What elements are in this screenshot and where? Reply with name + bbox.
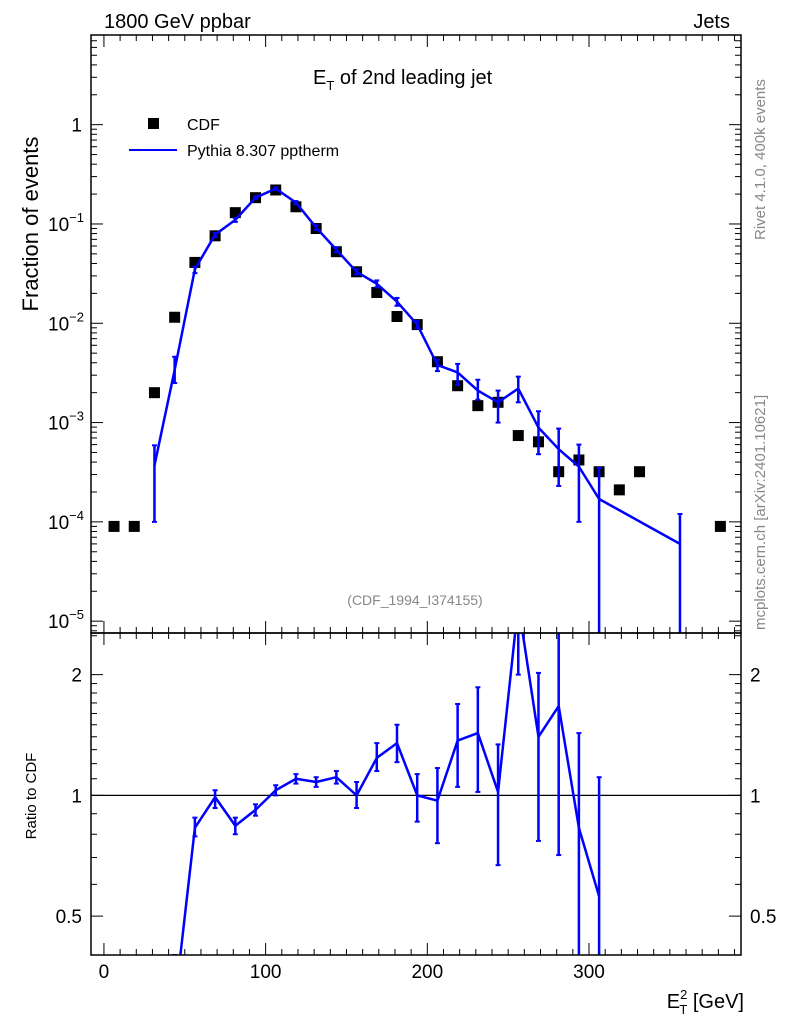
cdf-data-point xyxy=(148,387,160,399)
y-axis-label: Fraction of events xyxy=(18,137,43,312)
x-axis-label: E2 T [GeV] xyxy=(667,987,744,1017)
header-right: Jets xyxy=(693,11,730,33)
plot-title: ET of 2nd leading jet xyxy=(313,67,493,93)
rivet-label: Rivet 4.1.0, 400k events xyxy=(752,79,769,240)
cdf-data-point xyxy=(391,311,403,323)
cdf-data-point xyxy=(371,287,383,299)
ratio-y-tick-label-right: 1 xyxy=(750,786,761,807)
ratio-y-tick-label: 1 xyxy=(71,786,82,807)
ratio-y-tick-label: 0.5 xyxy=(56,907,82,928)
cdf-data-point xyxy=(472,400,484,412)
ratio-y-tick-label: 2 xyxy=(71,666,82,687)
ratio-panel-frame xyxy=(90,632,742,956)
ratio-line xyxy=(521,633,601,897)
y-tick-label: 10−2 xyxy=(48,309,84,335)
cdf-data-point xyxy=(290,201,302,213)
legend-cdf-marker xyxy=(148,118,159,129)
frames xyxy=(90,34,742,956)
x-tick-label: 0 xyxy=(99,962,110,983)
pythia-line xyxy=(153,187,681,545)
x-tick-label: 100 xyxy=(250,962,282,983)
analysis-annotation: (CDF_1994_I374155) xyxy=(347,592,482,608)
y-tick-label: 10−4 xyxy=(48,508,84,534)
y-tick-label: 10−1 xyxy=(48,210,84,236)
x-tick-label: 200 xyxy=(411,962,443,983)
ratio-panel-marks xyxy=(172,633,602,955)
legend-cdf-label: CDF xyxy=(187,117,220,134)
legend: CDF Pythia 8.307 pptherm xyxy=(129,117,339,160)
cdf-data-point xyxy=(169,311,181,323)
cdf-data-point xyxy=(128,520,140,532)
y-tick-label: 10−5 xyxy=(48,607,84,633)
cdf-data-point xyxy=(512,430,524,442)
ratio-y-tick-label-right: 0.5 xyxy=(750,907,776,928)
main-panel-marks xyxy=(108,184,726,633)
ratio-y-tick-label-right: 2 xyxy=(750,666,761,687)
cdf-data-point xyxy=(229,207,241,219)
cdf-data-point xyxy=(108,520,120,532)
cdf-data-point xyxy=(613,484,625,496)
ratio-line xyxy=(179,633,517,955)
cdf-data-point xyxy=(189,256,201,268)
y-tick-label: 1 xyxy=(71,116,82,137)
cdf-data-point xyxy=(714,520,726,532)
axes: 0 100 200 300 1 10−1 10−2 10−3 10−4 10−5 0.5 0.5 1 1 2… xyxy=(48,34,776,983)
header-left: 1800 GeV ppbar xyxy=(104,11,251,33)
x-tick-label: 300 xyxy=(573,962,605,983)
mcplots-label: mcplots.cern.ch [arXiv:2401.10621] xyxy=(752,395,769,630)
cdf-data-point xyxy=(634,466,646,478)
legend-pythia-label: Pythia 8.307 pptherm xyxy=(187,143,339,160)
ratio-y-axis-label: Ratio to CDF xyxy=(23,753,40,840)
y-tick-label: 10−3 xyxy=(48,409,84,435)
